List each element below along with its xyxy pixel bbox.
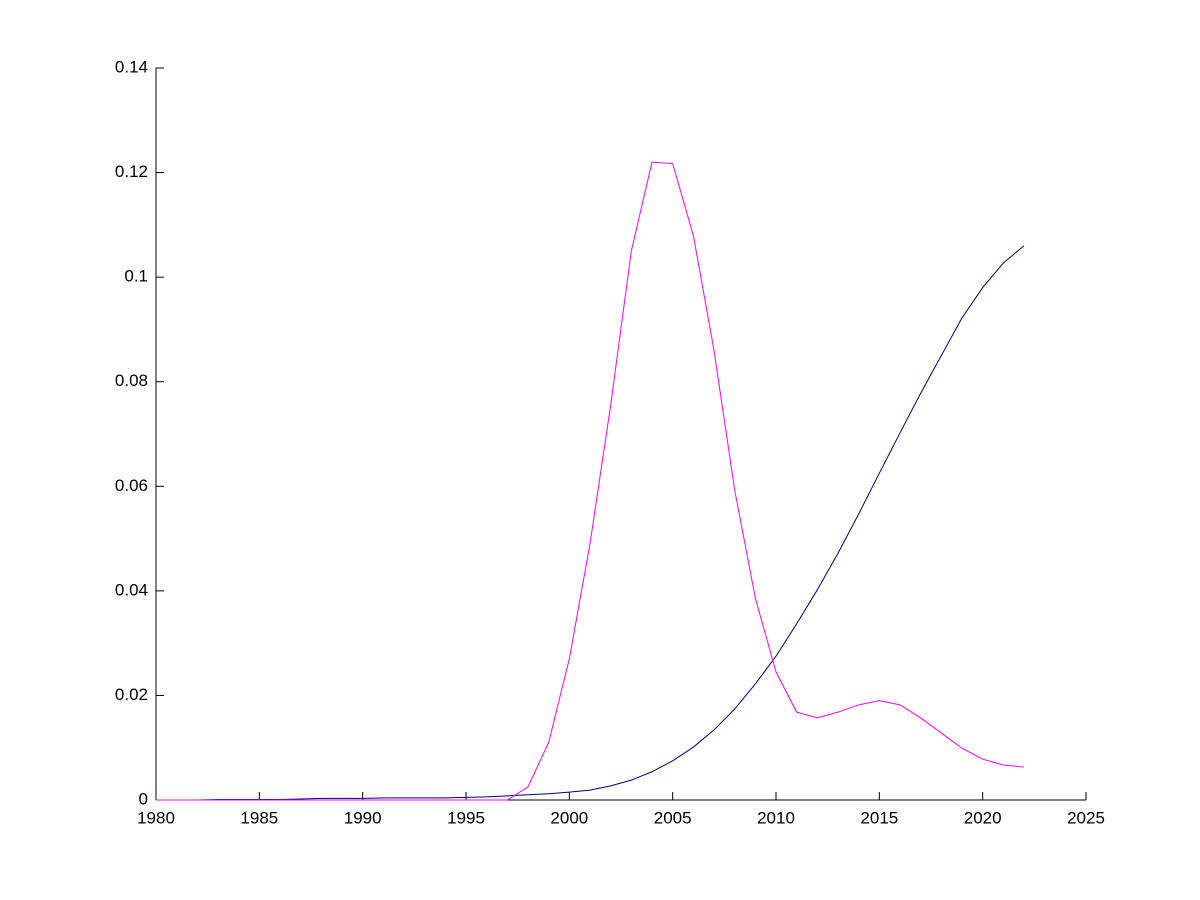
x-tick-label: 2010 xyxy=(757,808,795,827)
x-tick-label: 1980 xyxy=(137,808,175,827)
y-tick-label: 0 xyxy=(139,789,148,808)
y-tick-label: 0.08 xyxy=(115,371,148,390)
y-tick-label: 0.14 xyxy=(115,57,148,76)
y-tick-label: 0.12 xyxy=(115,162,148,181)
x-tick-label: 2000 xyxy=(550,808,588,827)
y-tick-label: 0.06 xyxy=(115,476,148,495)
x-tick-label: 1990 xyxy=(344,808,382,827)
line-series xyxy=(156,245,1025,801)
line-series xyxy=(156,161,1025,801)
y-tick-label: 0.04 xyxy=(115,580,148,599)
y-tick-label: 0.1 xyxy=(124,267,148,286)
x-tick-label: 1995 xyxy=(447,808,485,827)
x-tick-label: 2015 xyxy=(860,808,898,827)
x-tick-label: 1985 xyxy=(240,808,278,827)
x-tick-label: 2005 xyxy=(654,808,692,827)
y-tick-label: 0.02 xyxy=(115,685,148,704)
x-tick-label: 2020 xyxy=(964,808,1002,827)
x-tick-label: 2025 xyxy=(1067,808,1105,827)
